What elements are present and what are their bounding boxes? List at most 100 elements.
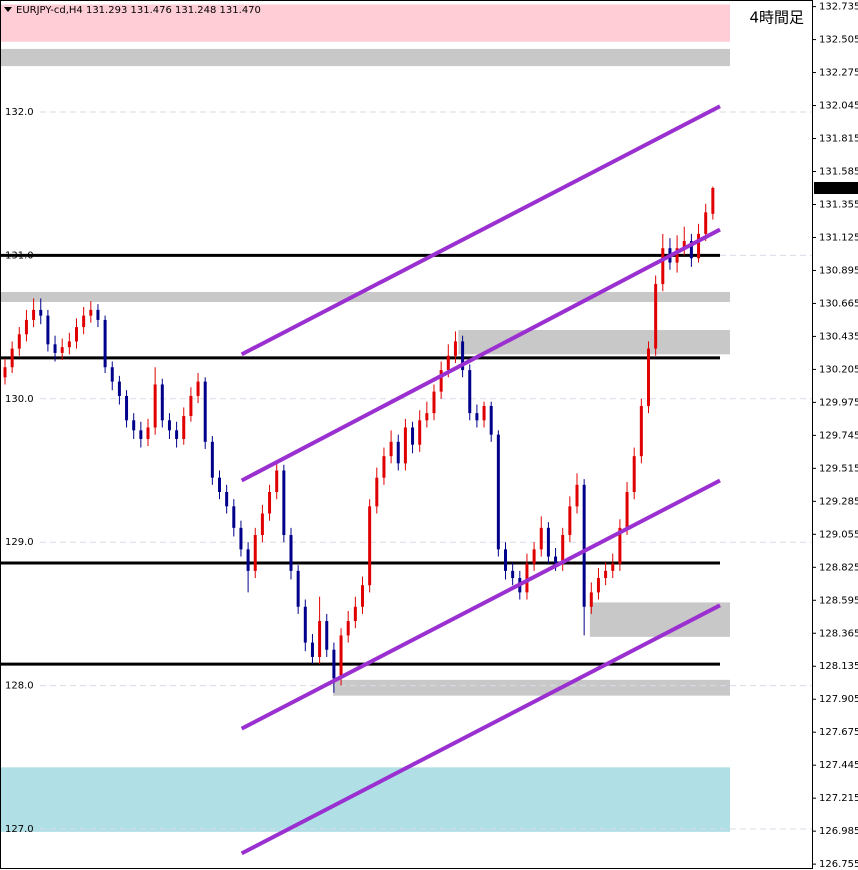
candle-body <box>232 506 236 528</box>
candle-body <box>554 556 558 564</box>
y-tick-label: 129.285 <box>819 496 858 507</box>
zone <box>458 329 730 355</box>
y-tick-label: 129.975 <box>819 397 858 408</box>
zone <box>1 4 730 42</box>
y-tick-label: 131.585 <box>819 167 858 178</box>
grid-label: 132.0 <box>5 107 34 118</box>
candle-body <box>103 319 107 368</box>
zone <box>1 291 730 303</box>
candle-body <box>468 370 472 414</box>
candle-body <box>275 470 279 493</box>
candle-body <box>546 527 550 557</box>
y-tick-label: 126.985 <box>819 826 858 837</box>
candle-body <box>489 405 493 435</box>
price-marker <box>814 181 858 194</box>
y-tick-label: 132.275 <box>819 68 858 79</box>
candle-body <box>246 549 250 571</box>
candle-body <box>167 420 171 431</box>
y-tick-label: 132.045 <box>819 101 858 112</box>
candle-body <box>682 241 686 249</box>
y-tick-label: 132.735 <box>819 2 858 13</box>
candle-body <box>346 621 350 636</box>
y-tick-label: 127.905 <box>819 694 858 705</box>
candle-body <box>17 334 21 349</box>
y-tick-label: 130.895 <box>819 265 858 276</box>
y-tick-label: 128.135 <box>819 661 858 672</box>
candle-body <box>439 370 443 392</box>
candle-body <box>539 527 543 550</box>
candle-body <box>218 477 221 493</box>
candle-body <box>618 527 622 564</box>
candle-body <box>117 381 121 396</box>
candle-body <box>632 456 636 493</box>
candle-body <box>582 484 586 607</box>
candle-body <box>425 413 429 421</box>
candle-body <box>196 381 200 396</box>
candle-body <box>3 367 7 378</box>
channel-line <box>240 478 721 731</box>
zone <box>589 602 730 637</box>
candle-body <box>225 492 229 507</box>
candle-body <box>647 348 650 406</box>
channel-line <box>240 227 721 483</box>
y-tick-label: 129.515 <box>819 463 858 474</box>
candle-body <box>432 391 436 414</box>
candle-body <box>418 420 422 445</box>
candle-body <box>303 606 307 643</box>
candle-body <box>339 635 343 679</box>
candle-body <box>332 649 336 679</box>
candle-body <box>24 319 28 335</box>
y-tick-label: 126.755 <box>819 859 858 870</box>
candle-body <box>96 309 100 320</box>
y-tick-label: 132.505 <box>819 35 858 46</box>
candle-body <box>568 506 572 536</box>
candle-body <box>189 395 193 417</box>
candle-body <box>532 549 536 564</box>
candle-body <box>260 513 264 536</box>
candle-body <box>389 441 393 457</box>
channel-line <box>240 104 721 357</box>
candle-body <box>89 309 93 316</box>
y-tick-label: 127.215 <box>819 793 858 804</box>
candle-body <box>139 430 143 439</box>
channel-line <box>240 603 721 856</box>
candle-body <box>153 384 157 428</box>
y-tick-label: 130.665 <box>819 298 858 309</box>
price-marker-label: 131.470 <box>818 183 858 194</box>
candle-body <box>310 642 314 657</box>
candle-body <box>368 506 372 586</box>
candle-body <box>110 367 114 382</box>
candle-body <box>375 477 379 507</box>
y-tick-label: 128.365 <box>819 628 858 639</box>
grid-label: 130.0 <box>5 394 34 405</box>
candle-body <box>704 212 708 234</box>
zone <box>333 679 730 696</box>
candle-body <box>525 563 529 593</box>
y-tick-label: 127.445 <box>819 760 858 771</box>
candle-body <box>396 441 400 464</box>
candle-body <box>611 563 615 571</box>
y-tick-label: 128.825 <box>819 562 858 573</box>
candle-body <box>125 395 129 421</box>
candle-body <box>268 492 272 514</box>
candle-body <box>82 315 86 328</box>
zone <box>1 48 730 67</box>
menu-icon <box>4 7 12 12</box>
y-tick-label: 131.355 <box>819 199 858 210</box>
candle-body <box>475 413 479 421</box>
candle-body <box>453 341 457 356</box>
y-tick-label: 131.125 <box>819 232 858 243</box>
candle-body <box>60 347 64 353</box>
candle-body <box>182 416 186 439</box>
candle-body <box>132 420 136 431</box>
y-tick-label: 128.595 <box>819 595 858 606</box>
y-tick-label: 130.435 <box>819 331 858 342</box>
candle-body <box>482 405 486 421</box>
candle-body <box>411 427 415 445</box>
candle-body <box>203 381 207 442</box>
candle-body <box>604 570 608 579</box>
candle-body <box>511 570 515 579</box>
candle-body <box>353 606 357 622</box>
